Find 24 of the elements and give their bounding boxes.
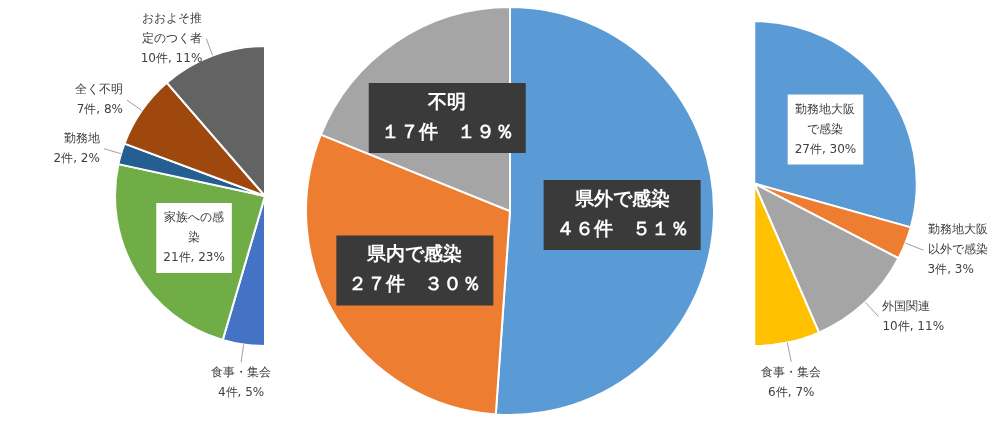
slice-label: 家族への感染 bbox=[164, 210, 225, 245]
data-label: 7件, 8% bbox=[76, 102, 123, 117]
slice-label: 不明 bbox=[427, 89, 467, 112]
slice-label: 県外で感染 bbox=[573, 186, 670, 209]
data-label: 21件, 23% bbox=[163, 250, 225, 265]
slice-label: 勤務地大阪で感染 bbox=[795, 101, 856, 136]
data-label: 10件, 11% bbox=[882, 318, 945, 333]
slice-label: 食事・集会 bbox=[211, 365, 272, 380]
slice-label: おおよそ推定のつく者 bbox=[142, 10, 203, 45]
slice-label: 全く不明 bbox=[75, 82, 123, 97]
data-label: 27件, 30% bbox=[794, 141, 857, 156]
slice-label: 勤務地大阪以外で感染 bbox=[927, 222, 988, 257]
data-label: 6件, 7% bbox=[768, 384, 815, 399]
data-label: 4件, 5% bbox=[217, 385, 265, 400]
data-label: 3件, 3% bbox=[927, 262, 974, 277]
data-label: １７件 １９％ bbox=[380, 119, 514, 142]
data-label: 10件, 11% bbox=[140, 50, 203, 65]
slice-label: 県内で感染 bbox=[366, 242, 463, 265]
slice-label: 外国関連 bbox=[882, 298, 931, 313]
data-label: ２７件 ３０％ bbox=[348, 272, 482, 295]
slice-label: 勤務地 bbox=[63, 130, 100, 145]
data-label: 2件, 2% bbox=[53, 150, 100, 165]
data-label: ４６件 ５１％ bbox=[555, 216, 689, 239]
slice-label: 食事・集会 bbox=[761, 364, 822, 379]
